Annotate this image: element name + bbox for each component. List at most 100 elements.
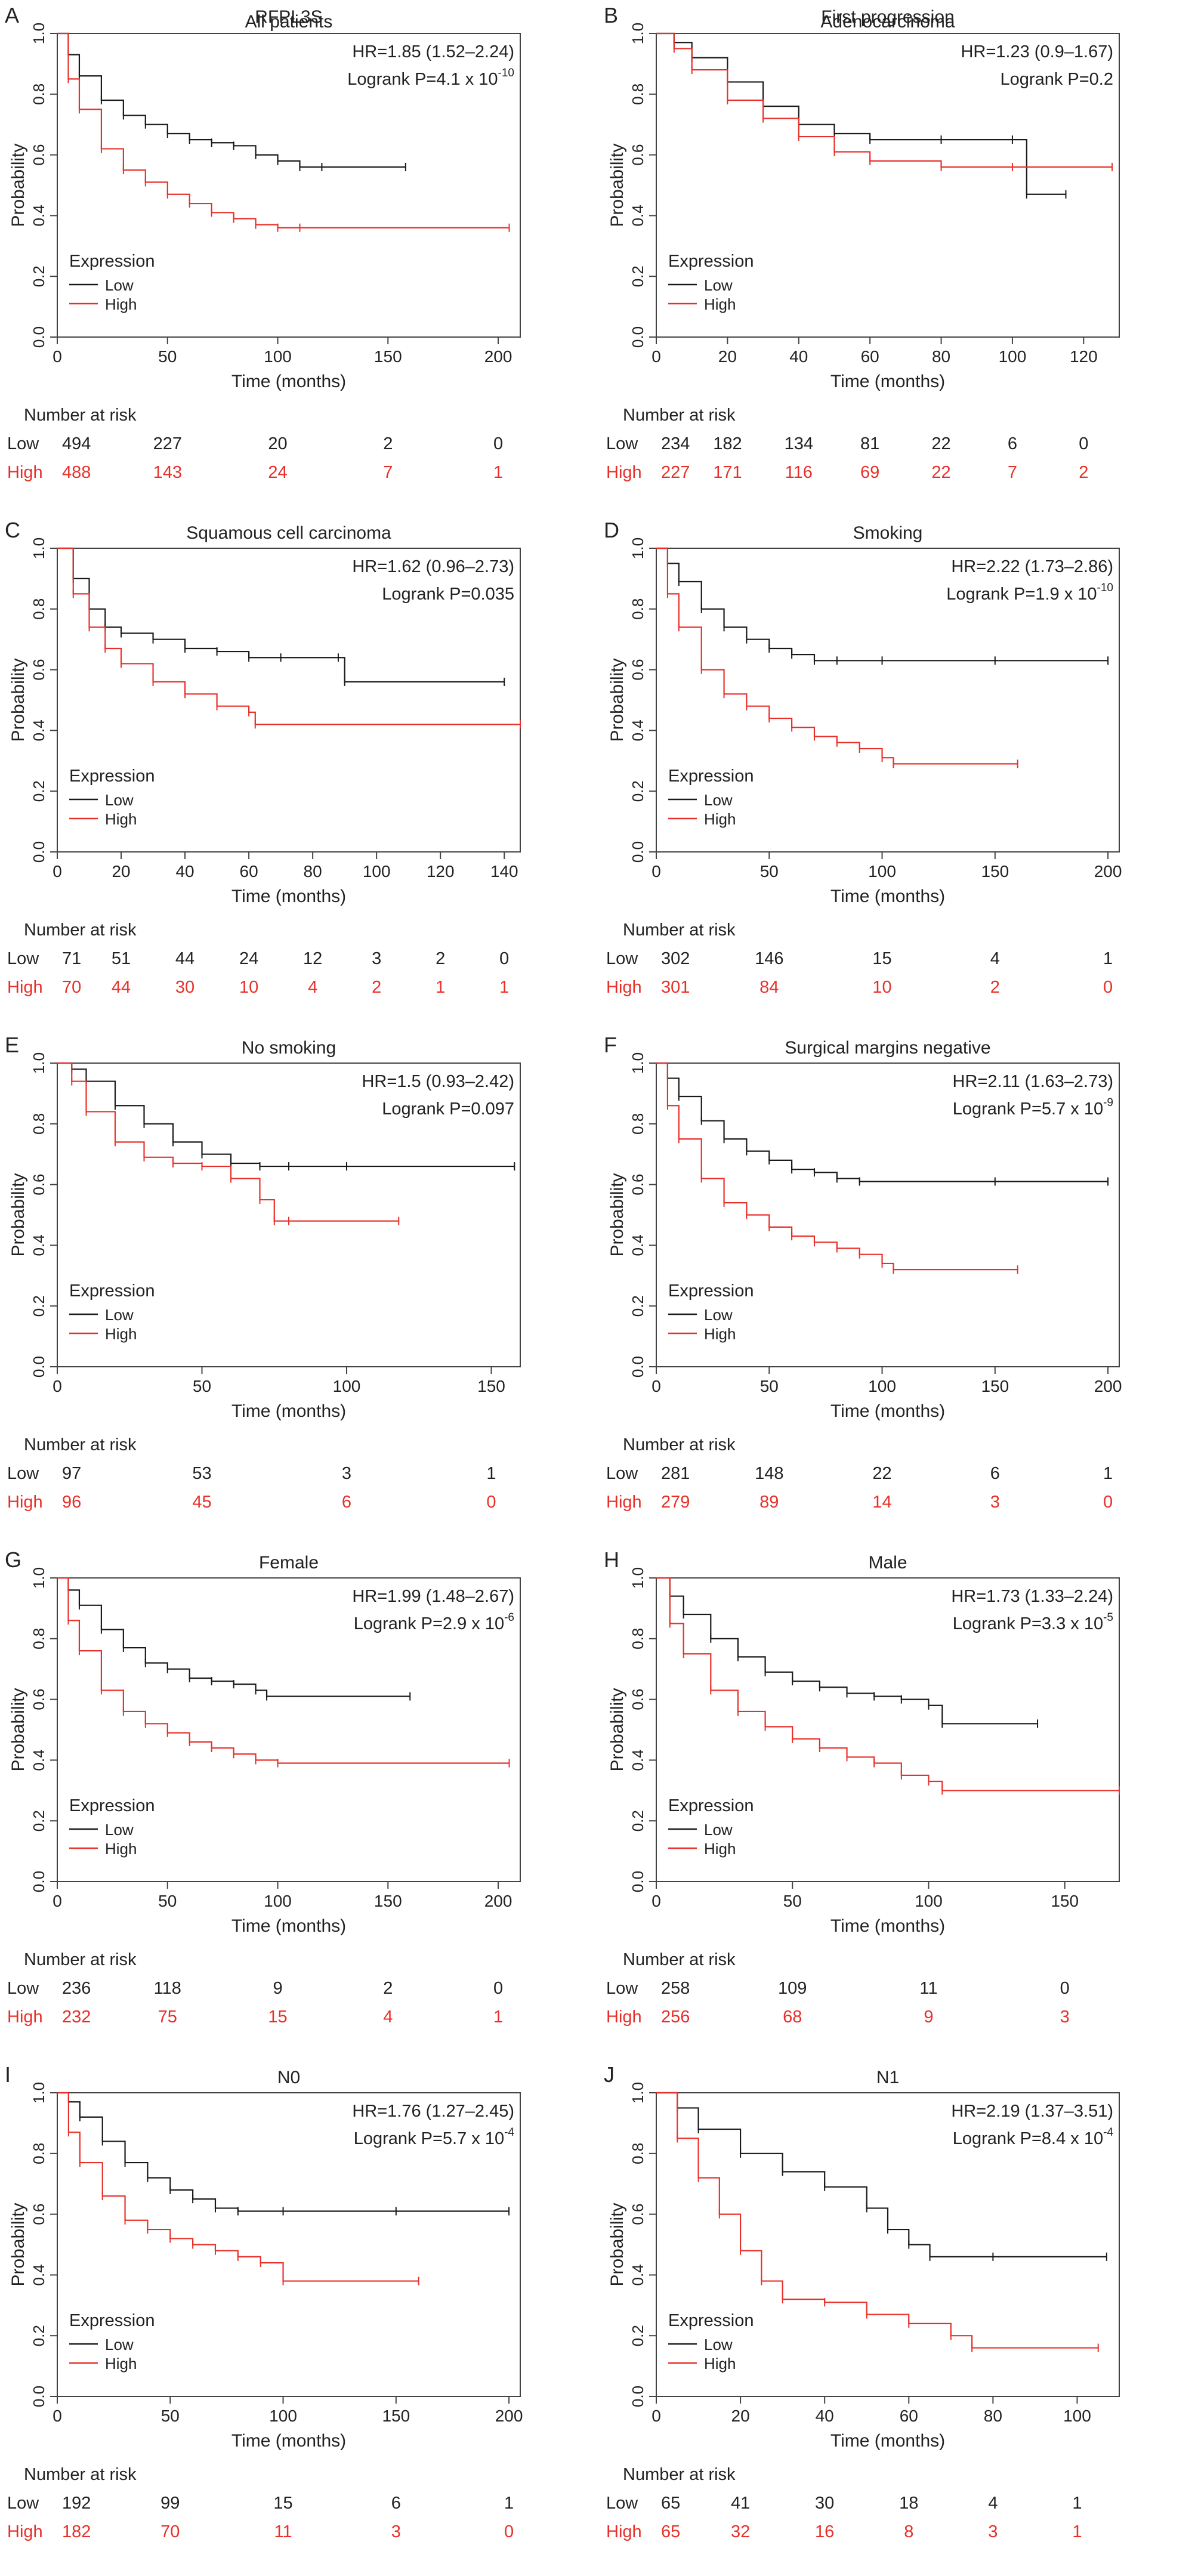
x-tick-label: 80 — [984, 2407, 1002, 2425]
legend-low-label: Low — [704, 2336, 733, 2353]
y-tick-label: 0.4 — [629, 719, 647, 741]
risk-low-label: Low — [7, 949, 39, 968]
risk-high-label: High — [7, 2522, 43, 2541]
x-axis-label: Time (months) — [231, 1401, 346, 1421]
y-axis-label: Probability — [607, 658, 627, 742]
plot-frame — [656, 33, 1120, 338]
risk-title: Number at risk — [24, 1950, 137, 1969]
risk-high-count: 0 — [486, 1493, 496, 1512]
risk-low-count: 0 — [493, 434, 503, 453]
risk-low-count: 118 — [154, 1979, 181, 1998]
hr-label: HR=1.5 (0.93–2.42) — [362, 1072, 514, 1091]
curve-high — [656, 1577, 1119, 1792]
risk-title: Number at risk — [24, 1435, 137, 1454]
risk-high-count: 45 — [192, 1493, 211, 1512]
x-tick-label: 200 — [1094, 1377, 1122, 1395]
x-tick-label: 200 — [484, 1892, 512, 1910]
p-exponent: -4 — [1103, 2126, 1113, 2139]
legend-high-label: High — [105, 810, 137, 828]
panel-title: Squamous cell carcinoma — [186, 523, 391, 543]
panel-b: B First progression 0.0 0.2 0.4 0.6 0.8 1.0 Prob… — [599, 0, 1198, 513]
risk-low-count: 494 — [62, 434, 91, 453]
x-tick-label: 0 — [53, 2407, 62, 2425]
legend-high-label: High — [704, 1840, 736, 1858]
legend-low-label: Low — [704, 791, 733, 809]
legend-low-label: Low — [105, 276, 134, 294]
x-tick-label: 100 — [333, 1377, 361, 1395]
x-tick-label: 120 — [1070, 347, 1098, 366]
risk-high-count: 30 — [175, 978, 194, 997]
risk-high-count: 232 — [62, 2007, 91, 2027]
hr-label: HR=1.23 (0.9–1.67) — [961, 42, 1113, 61]
hr-label: HR=1.62 (0.96–2.73) — [352, 557, 514, 576]
y-axis-label: Probability — [8, 2203, 28, 2286]
panel-title: N1 — [876, 2068, 899, 2087]
risk-title: Number at risk — [623, 1435, 736, 1454]
legend-low-label: Low — [704, 276, 733, 294]
curve-low — [656, 1577, 1038, 1725]
risk-high-count: 182 — [62, 2522, 91, 2541]
x-tick-label: 0 — [53, 1377, 62, 1395]
y-axis-label: Probability — [607, 1688, 627, 1771]
plot-frame — [656, 1062, 1120, 1367]
risk-high-count: 84 — [759, 978, 779, 997]
risk-high-count: 32 — [731, 2522, 750, 2541]
panel-letter: E — [5, 1033, 19, 1057]
risk-high-label: High — [7, 978, 43, 997]
risk-low-count: 4 — [988, 2494, 998, 2513]
x-tick-label: 0 — [652, 2407, 661, 2425]
x-tick-label: 150 — [477, 1377, 505, 1395]
x-tick-label: 80 — [304, 862, 322, 881]
panel-title: No smoking — [242, 1038, 336, 1058]
x-axis-label: Time (months) — [830, 1916, 945, 1936]
plot-frame — [57, 548, 521, 853]
risk-low-count: 227 — [153, 434, 182, 453]
risk-high-count: 3 — [990, 1493, 1000, 1512]
logrank-label: Logrank P=5.7 x 10-4 — [354, 2126, 515, 2148]
x-tick-label: 50 — [783, 1892, 802, 1910]
y-tick-label: 0.4 — [629, 1749, 647, 1771]
hr-label: HR=1.76 (1.27–2.45) — [352, 2102, 514, 2121]
y-tick-label: 0.6 — [30, 144, 48, 166]
hr-label: HR=1.85 (1.52–2.24) — [352, 42, 514, 61]
panel-g: G 0.0 0.2 0.4 0.6 0.8 1.0 Probability 0 50 100 150 2… — [0, 1545, 599, 2058]
panel-letter: I — [5, 2062, 11, 2087]
risk-low-count: 18 — [899, 2494, 918, 2513]
panel-title-top: First progression — [821, 7, 954, 27]
x-tick-label: 0 — [652, 1892, 661, 1910]
x-tick-label: 40 — [789, 347, 808, 366]
hr-label: HR=2.22 (1.73–2.86) — [951, 557, 1113, 576]
risk-high-count: 70 — [62, 978, 81, 997]
risk-low-count: 1 — [1072, 2494, 1082, 2513]
panel-d: D 0.0 0.2 0.4 0.6 0.8 1.0 Probability 0 50 100 150 2… — [599, 515, 1198, 1028]
risk-low-count: 41 — [731, 2494, 750, 2513]
risk-title: Number at risk — [24, 406, 137, 425]
x-tick-label: 150 — [1051, 1892, 1079, 1910]
y-tick-label: 0.0 — [629, 326, 647, 348]
x-tick-label: 60 — [861, 347, 879, 366]
legend-title: Expression — [69, 1281, 155, 1301]
panel-title-top: RFPL3S — [255, 7, 322, 27]
risk-high-label: High — [606, 978, 642, 997]
risk-low-count: 71 — [62, 949, 81, 968]
risk-title: Number at risk — [24, 2465, 137, 2484]
curve-high — [656, 2092, 1098, 2349]
y-tick-label: 0.4 — [30, 1749, 48, 1771]
x-tick-label: 0 — [652, 862, 661, 881]
risk-low-count: 2 — [383, 434, 393, 453]
legend-low-label: Low — [704, 1306, 733, 1324]
panel-letter: J — [604, 2062, 615, 2087]
risk-high-count: 75 — [158, 2007, 177, 2027]
legend-high-label: High — [704, 810, 736, 828]
risk-high-count: 70 — [160, 2522, 180, 2541]
y-tick-label: 0.6 — [629, 144, 647, 166]
panel-title: Surgical margins negative — [785, 1038, 990, 1058]
risk-low-count: 234 — [661, 434, 690, 453]
x-tick-label: 60 — [900, 2407, 918, 2425]
y-tick-label: 1.0 — [629, 23, 647, 44]
km-plot: E 0.0 0.2 0.4 0.6 0.8 1.0 Probability 0 50 100 150 T… — [5, 1033, 521, 1512]
panel-e: E 0.0 0.2 0.4 0.6 0.8 1.0 Probability 0 50 100 150 T… — [0, 1030, 599, 1543]
panel-title: Male — [868, 1553, 907, 1573]
x-tick-label: 150 — [374, 1892, 402, 1910]
